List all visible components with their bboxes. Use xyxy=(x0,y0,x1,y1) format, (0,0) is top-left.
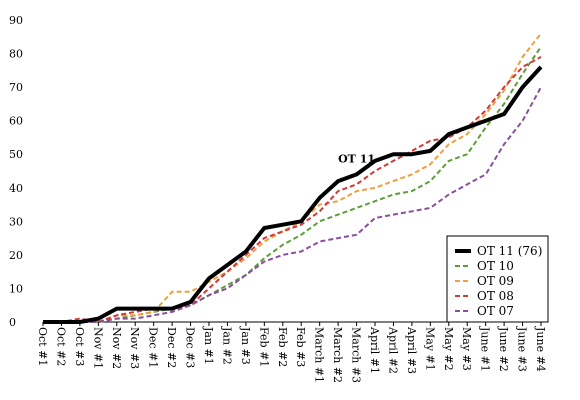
annotation-label: OT 11 xyxy=(338,152,375,165)
x-tick-label: Dec #2 xyxy=(165,327,178,368)
y-tick-label: 70 xyxy=(9,81,23,94)
x-tick-label: April #1 xyxy=(368,326,381,374)
x-tick-label: March #1 xyxy=(313,327,326,383)
y-tick-label: 50 xyxy=(9,148,23,161)
x-tick-label: Dec #3 xyxy=(184,327,197,368)
x-tick-label: April #2 xyxy=(386,326,399,374)
y-tick-label: 60 xyxy=(9,115,23,128)
series-line xyxy=(43,46,542,323)
x-tick-label: Jan #1 xyxy=(202,326,215,365)
x-tick-label: Jan #3 xyxy=(239,326,252,365)
series-line xyxy=(43,86,542,323)
y-tick-label: 30 xyxy=(9,215,23,228)
chart-series xyxy=(43,32,543,324)
x-tick-label: March #3 xyxy=(350,327,363,383)
x-tick-label: Nov #1 xyxy=(91,327,104,369)
x-tick-label: March #2 xyxy=(331,327,344,383)
legend-label: OT 10 xyxy=(477,259,514,273)
x-tick-label: Dec #1 xyxy=(147,327,160,368)
x-tick-label: Feb #3 xyxy=(294,327,307,367)
x-tick-label: Jan #2 xyxy=(220,326,233,365)
x-tick-label: May #1 xyxy=(423,327,436,371)
x-tick-label: Feb #1 xyxy=(257,327,270,367)
x-tick-label: Oct #1 xyxy=(36,327,49,366)
chart-annotations: OT 11 xyxy=(338,152,375,165)
x-tick-label: April #3 xyxy=(405,326,418,374)
legend-label: OT 11 (76) xyxy=(477,244,542,258)
x-tick-label: June #2 xyxy=(497,326,510,372)
x-tick-label: May #2 xyxy=(442,327,455,371)
x-tick-label: Oct #2 xyxy=(54,327,67,366)
y-tick-label: 40 xyxy=(9,182,23,195)
x-tick-label: May #3 xyxy=(460,327,473,371)
y-tick-label: 10 xyxy=(9,282,23,295)
x-tick-label: Oct #3 xyxy=(73,327,86,366)
x-tick-label: June #3 xyxy=(516,326,529,372)
legend-label: OT 08 xyxy=(477,289,514,303)
x-tick-label: Nov #2 xyxy=(110,327,123,369)
y-tick-label: 0 xyxy=(9,316,16,329)
y-tick-label: 80 xyxy=(9,48,23,61)
legend-label: OT 09 xyxy=(477,274,514,288)
series-line xyxy=(43,32,542,323)
series-line xyxy=(43,65,543,324)
y-tick-label: 20 xyxy=(9,249,23,262)
x-tick-label: Feb #2 xyxy=(276,327,289,367)
x-tick-label: June #1 xyxy=(479,326,492,372)
legend-label: OT 07 xyxy=(477,304,514,318)
x-tick-label: June #4 xyxy=(534,326,547,372)
x-tick-label: Nov #3 xyxy=(128,327,141,369)
chart-axes: 0 10 20 30 40 50 60 70 80 90 Oct #1 Oct #2 Oct #3 Nov… xyxy=(9,14,547,383)
y-tick-label: 90 xyxy=(9,14,23,27)
